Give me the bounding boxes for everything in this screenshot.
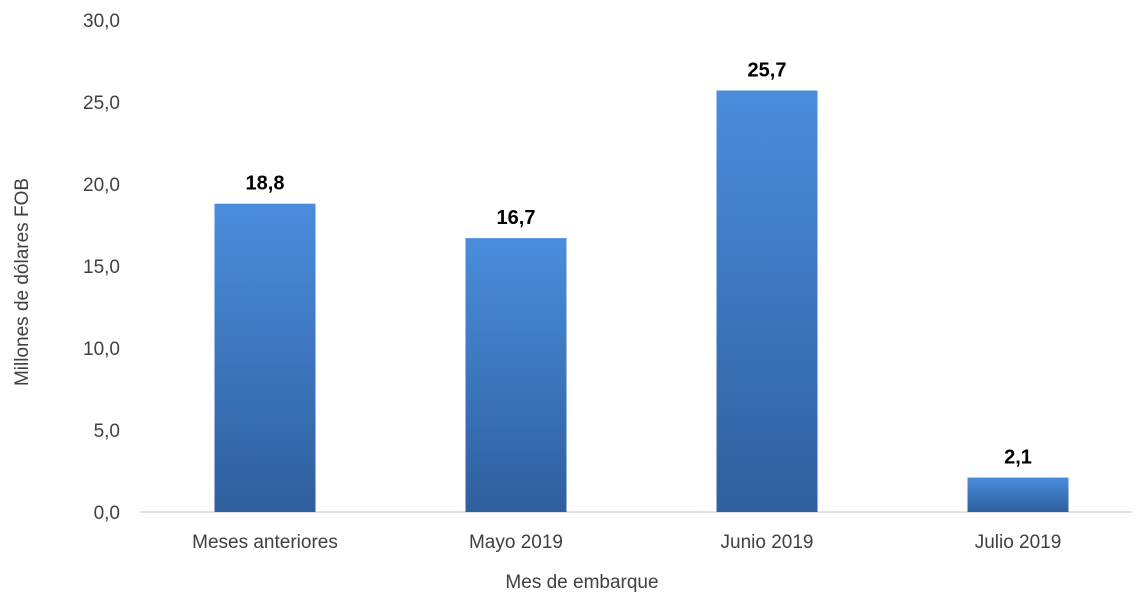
y-tick-label: 25,0 — [83, 93, 120, 114]
y-axis-ticks: 0,0 5,0 10,0 15,0 20,0 25,0 30,0 — [83, 11, 120, 524]
y-axis-title: Millones de dólares FOB — [12, 178, 33, 386]
bar — [214, 203, 316, 512]
x-tick-label: Junio 2019 — [721, 532, 814, 553]
bar — [465, 238, 567, 512]
x-axis-ticks: Meses anteriores Mayo 2019 Junio 2019 Julio… — [192, 532, 1061, 553]
data-label: 16,7 — [497, 207, 536, 229]
bars — [214, 90, 1069, 513]
y-tick-label: 30,0 — [83, 11, 120, 32]
y-tick-label: 10,0 — [83, 339, 120, 360]
bar — [716, 90, 818, 513]
x-tick-label: Meses anteriores — [192, 532, 338, 553]
y-tick-label: 5,0 — [94, 421, 120, 442]
data-labels: 18,8 16,7 25,7 2,1 — [246, 60, 1032, 469]
y-tick-label: 15,0 — [83, 257, 120, 278]
x-tick-label: Mayo 2019 — [469, 532, 563, 553]
data-label: 25,7 — [748, 60, 787, 82]
bar — [967, 477, 1069, 512]
y-tick-label: 20,0 — [83, 175, 120, 196]
x-axis-title: Mes de embarque — [505, 572, 658, 593]
x-tick-label: Julio 2019 — [975, 532, 1062, 553]
y-tick-label: 0,0 — [94, 503, 120, 524]
data-label: 18,8 — [246, 173, 285, 195]
data-label: 2,1 — [1004, 447, 1032, 469]
